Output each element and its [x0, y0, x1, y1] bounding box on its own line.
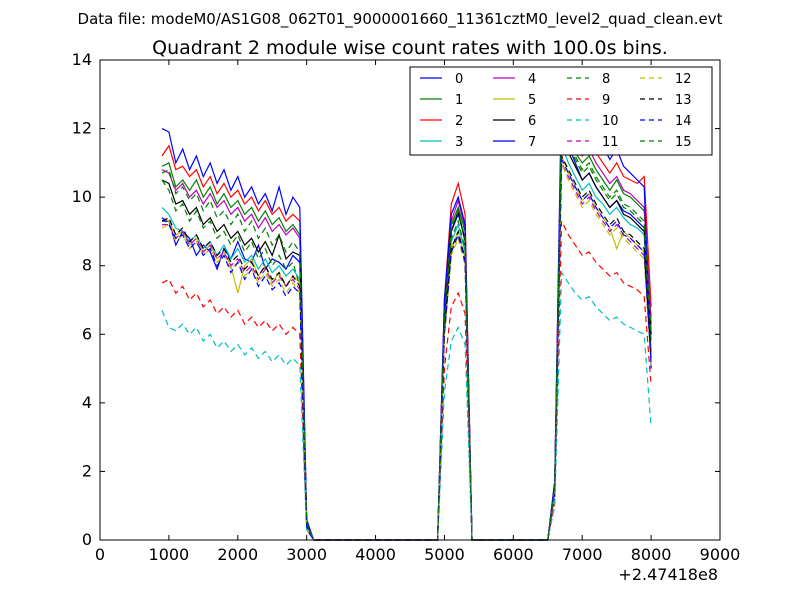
legend-label: 7	[528, 135, 536, 150]
x-offset-label: +2.47418e8	[618, 565, 718, 584]
series-line-8	[161, 128, 652, 541]
series-line-12	[161, 162, 652, 541]
series-line-9	[161, 220, 652, 541]
series-line-11	[162, 162, 652, 541]
legend-frame	[409, 66, 713, 156]
x-tick-label: 2000	[217, 545, 258, 564]
series-line-5	[161, 155, 652, 541]
legend-label: 6	[528, 114, 536, 129]
legend-label: 11	[602, 135, 619, 150]
series-line-13	[161, 155, 652, 541]
x-tick-label: 0	[95, 545, 105, 564]
legend-label: 9	[602, 93, 610, 108]
y-tick-label: 8	[82, 256, 92, 275]
legend-label: 4	[528, 72, 536, 87]
legend-label: 10	[602, 114, 619, 129]
legend-label: 5	[528, 93, 536, 108]
x-tick-label: 5000	[424, 545, 465, 564]
series-line-0	[162, 128, 652, 541]
chart-supertitle: Data file: modeM0/AS1G08_062T01_90000016…	[78, 10, 723, 29]
series-line-2	[161, 100, 652, 541]
y-tick-label: 14	[72, 50, 92, 69]
legend-label: 0	[455, 72, 463, 87]
axis-tick-labels: 0 1000 2000 3000 4000 5000 6000 7000 8000 9000 0 2 4…	[72, 50, 741, 564]
legend-label: 12	[675, 72, 692, 87]
series-line-10	[161, 270, 652, 541]
legend-label: 13	[675, 93, 692, 108]
legend-label: 3	[455, 135, 463, 150]
y-tick-label: 0	[82, 530, 92, 549]
y-tick-label: 6	[82, 324, 92, 343]
x-tick-label: 3000	[286, 545, 327, 564]
legend-label: 1	[455, 93, 463, 108]
series-line-4	[161, 111, 652, 541]
series-line-3	[161, 145, 652, 541]
y-tick-label: 4	[82, 393, 92, 412]
legend-label: 2	[455, 114, 463, 129]
series-line-14	[161, 159, 652, 541]
axis-ticks	[99, 59, 721, 541]
y-tick-label: 2	[82, 461, 92, 480]
x-tick-label: 4000	[355, 545, 396, 564]
x-tick-label: 1000	[149, 545, 190, 564]
x-tick-label: 7000	[562, 545, 603, 564]
legend-label: 8	[602, 72, 610, 87]
x-tick-label: 9000	[700, 545, 741, 564]
y-tick-label: 10	[72, 187, 92, 206]
legend-label: 14	[675, 114, 692, 129]
x-tick-label: 6000	[493, 545, 534, 564]
series-line-15	[161, 124, 652, 541]
plot-frame	[99, 59, 721, 541]
legend-label: 15	[675, 135, 692, 150]
x-tick-label: 8000	[631, 545, 672, 564]
chart-title: Quadrant 2 module wise count rates with …	[152, 37, 668, 59]
y-tick-label: 12	[72, 119, 92, 138]
